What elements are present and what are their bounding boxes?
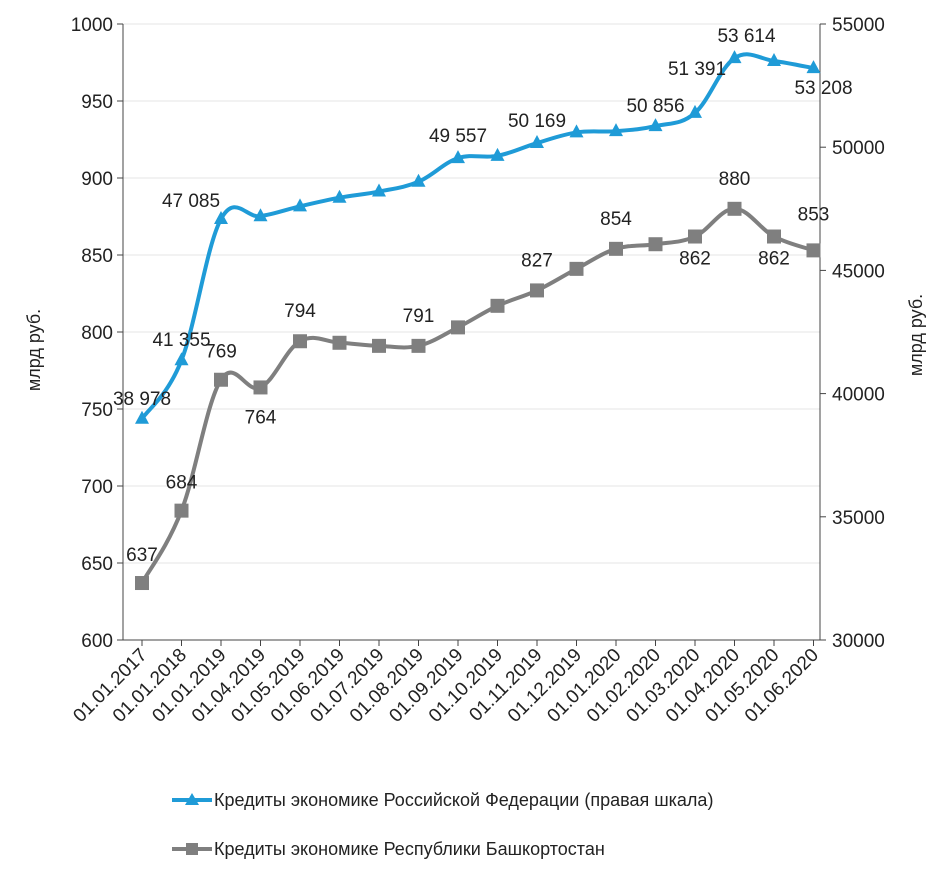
series-0-data-label: 50 856 bbox=[626, 96, 684, 117]
series-1-point bbox=[648, 237, 663, 252]
series-1-data-label: 769 bbox=[205, 342, 237, 363]
x-axis-ticks: 01.01.201701.01.201801.01.201901.04.2019… bbox=[69, 640, 823, 727]
series-0-data-label: 51 391 bbox=[668, 59, 726, 80]
legend-marker-rb bbox=[186, 843, 198, 855]
series-1-data-label: 764 bbox=[245, 407, 277, 428]
series-line-1 bbox=[140, 206, 815, 584]
series-line-0 bbox=[140, 52, 814, 420]
series-1-point bbox=[609, 241, 623, 256]
series-1-point bbox=[530, 283, 544, 298]
series-1-point bbox=[569, 261, 584, 276]
series-0-data-label: 49 557 bbox=[429, 126, 487, 147]
series-0-data-label: 53 614 bbox=[717, 26, 776, 47]
right-tick-label: 30000 bbox=[832, 631, 885, 652]
left-tick-label: 900 bbox=[81, 169, 113, 190]
right-tick-label: 40000 bbox=[832, 385, 885, 406]
left-tick-label: 600 bbox=[81, 631, 113, 652]
series-1-point bbox=[174, 503, 189, 518]
series-1-point bbox=[411, 338, 426, 353]
left-tick-label: 850 bbox=[81, 246, 113, 267]
series-1-data-label: 854 bbox=[600, 209, 632, 230]
series-1-point bbox=[372, 338, 386, 353]
series-1-point bbox=[253, 380, 268, 395]
left-axis-label: млрд руб. bbox=[24, 309, 44, 391]
series-0-point bbox=[569, 124, 584, 138]
gridlines bbox=[123, 23, 820, 564]
legend-marker-rf bbox=[185, 793, 199, 805]
series-0-point bbox=[253, 208, 268, 222]
series-0-point bbox=[490, 147, 505, 161]
left-tick-label: 650 bbox=[81, 554, 113, 575]
series-0-point bbox=[293, 198, 307, 212]
series-0-data-label: 50 169 bbox=[508, 111, 566, 132]
right-axis-label: млрд руб. bbox=[906, 294, 926, 376]
series-0-point bbox=[372, 183, 386, 197]
right-tick-label: 35000 bbox=[832, 508, 885, 529]
legend-item-rf: Кредиты экономике Российской Федерации (… bbox=[172, 790, 713, 810]
series-layer bbox=[135, 50, 821, 591]
legend-label-rb: Кредиты экономике Республики Башкортоста… bbox=[214, 839, 605, 859]
series-1-point bbox=[727, 201, 742, 216]
series-1-data-label: 862 bbox=[758, 249, 790, 270]
series-1-data-label: 794 bbox=[284, 301, 316, 322]
series-0-point bbox=[174, 352, 189, 366]
left-tick-label: 1000 bbox=[71, 15, 113, 36]
series-1-point bbox=[293, 334, 307, 349]
series-0-point bbox=[332, 189, 347, 203]
series-0-point bbox=[451, 150, 465, 164]
series-1-point bbox=[688, 229, 702, 244]
series-0-data-label: 41 355 bbox=[152, 330, 210, 351]
series-0-point bbox=[609, 123, 623, 137]
left-tick-label: 700 bbox=[81, 477, 113, 498]
series-1-point bbox=[767, 229, 781, 244]
series-1-data-label: 862 bbox=[679, 249, 711, 270]
right-tick-label: 45000 bbox=[832, 261, 885, 282]
left-axis-ticks: 600 650 700 750 800 850 900 950 1000 bbox=[71, 15, 123, 652]
series-0-point bbox=[648, 118, 663, 132]
series-1-data-label: 791 bbox=[403, 306, 435, 327]
series-0-point bbox=[767, 52, 781, 66]
series-1-data-label: 853 bbox=[798, 204, 830, 225]
series-0-point bbox=[727, 50, 742, 64]
left-tick-label: 950 bbox=[81, 92, 113, 113]
left-tick-label: 800 bbox=[81, 323, 113, 344]
data-labels: 38 978 41 355 47 085 49 557 50 169 50 856 51 3… bbox=[113, 26, 853, 566]
series-1-point bbox=[332, 335, 347, 350]
series-1-point bbox=[490, 298, 505, 313]
series-0-point bbox=[135, 410, 149, 424]
series-0-point bbox=[214, 211, 228, 225]
series-0-data-label: 38 978 bbox=[113, 389, 171, 410]
legend-label-rf: Кредиты экономике Российской Федерации (… bbox=[214, 790, 713, 810]
series-0-data-label: 53 208 bbox=[794, 78, 852, 99]
legend-item-rb: Кредиты экономике Республики Башкортоста… bbox=[172, 839, 605, 859]
series-1-data-label: 684 bbox=[166, 473, 198, 494]
series-1-data-label: 880 bbox=[719, 169, 751, 190]
series-1-point bbox=[135, 576, 149, 591]
series-0-point bbox=[411, 173, 426, 187]
series-0-data-label: 47 085 bbox=[162, 191, 220, 212]
series-0-point bbox=[688, 104, 702, 118]
right-tick-label: 50000 bbox=[832, 138, 885, 159]
series-1-data-label: 637 bbox=[126, 545, 158, 566]
right-tick-label: 55000 bbox=[832, 15, 885, 36]
right-axis-ticks: 30000 35000 40000 45000 50000 55000 bbox=[820, 15, 885, 652]
legend: Кредиты экономике Российской Федерации (… bbox=[172, 790, 713, 859]
series-1-point bbox=[451, 320, 465, 335]
series-0-point bbox=[806, 60, 821, 74]
series-1-data-label: 827 bbox=[521, 250, 553, 271]
left-tick-label: 750 bbox=[81, 400, 113, 421]
series-1-point bbox=[214, 372, 228, 387]
series-0-point bbox=[530, 135, 544, 149]
series-1-point bbox=[806, 243, 821, 258]
